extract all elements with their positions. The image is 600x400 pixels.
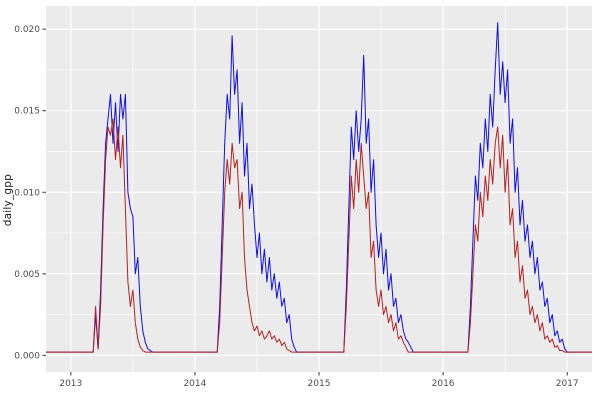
- y-tick-label: 0.015: [14, 107, 40, 117]
- x-tick-label: 2016: [432, 379, 455, 389]
- y-tick-label: 0.020: [14, 25, 40, 35]
- y-tick-label: 0.005: [14, 270, 40, 280]
- x-tick-label: 2013: [59, 379, 82, 389]
- x-tick-label: 2017: [556, 379, 579, 389]
- y-tick-label: 0.010: [14, 188, 40, 198]
- x-tick-label: 2014: [183, 379, 206, 389]
- series-line-red: [46, 118, 592, 353]
- x-tick-label: 2015: [308, 379, 331, 389]
- y-tick-label: 0.000: [14, 351, 40, 361]
